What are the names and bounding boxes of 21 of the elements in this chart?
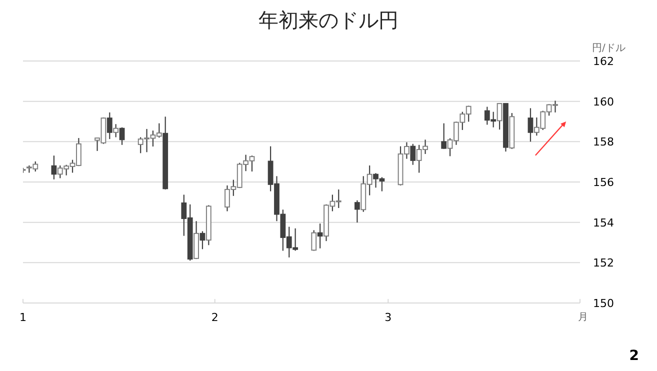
candlestick bbox=[51, 155, 57, 180]
candlestick bbox=[528, 108, 534, 142]
y-tick-label: 158 bbox=[593, 136, 614, 149]
y-tick-label: 152 bbox=[593, 256, 614, 270]
y-tick-label: 160 bbox=[593, 95, 614, 108]
candlestick bbox=[441, 122, 447, 150]
candlestick bbox=[119, 126, 125, 146]
y-tick-label: 150 bbox=[593, 297, 614, 310]
x-tick-label: 1 bbox=[20, 311, 26, 324]
y-axis-title: 円/ドル bbox=[592, 43, 626, 54]
y-tick-label: 156 bbox=[593, 176, 614, 189]
x-axis-title: 月 bbox=[578, 312, 588, 323]
candlestick bbox=[106, 112, 112, 140]
chart-title: 年初来のドル円 bbox=[258, 8, 398, 32]
x-tick-label: 3 bbox=[384, 311, 392, 324]
text: 2 bbox=[629, 348, 639, 364]
y-tick-label: 154 bbox=[593, 216, 614, 230]
candlestick bbox=[410, 143, 416, 166]
x-tick-label: 2 bbox=[211, 311, 218, 324]
candlestick bbox=[200, 230, 206, 250]
y-tick-label: 162 bbox=[593, 55, 614, 68]
